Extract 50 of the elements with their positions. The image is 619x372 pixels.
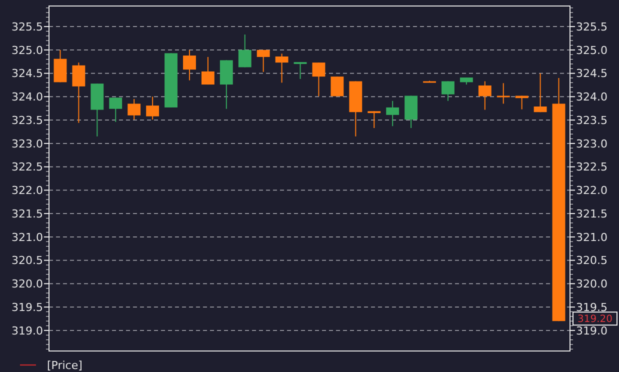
y2-tick-label: 320.5: [576, 254, 608, 268]
y2-tick-label: 320.0: [576, 278, 608, 291]
y2-tick-label: 321.0: [576, 230, 608, 244]
candlestick: [128, 98, 141, 120]
y-tick-label: 325.5: [12, 20, 43, 34]
y-tick-label: 319.5: [12, 300, 43, 314]
y2-tick-label: 322.5: [576, 160, 608, 174]
candlestick: [312, 62, 326, 97]
y-tick-label: 325.0: [12, 44, 43, 57]
candlestick: [238, 34, 252, 68]
y-tick-label: 320.5: [12, 254, 43, 268]
candlestick: [256, 49, 270, 72]
y2-tick-label: 325.0: [576, 44, 608, 57]
candlestick: [404, 95, 418, 129]
text: 319.20: [578, 314, 612, 326]
y-tick-label: 324.5: [12, 67, 43, 80]
y-tick-label: 322.5: [12, 160, 43, 174]
candlestick: [54, 49, 67, 83]
y2-tick-label: 323.5: [576, 114, 608, 127]
y-tick-label: 319.0: [12, 324, 43, 338]
candlestick: [386, 100, 400, 127]
y-tick-label: 323.5: [12, 114, 43, 127]
y2-tick-label: 322.0: [576, 184, 608, 198]
candlestick: [109, 97, 122, 122]
candlestick: [275, 53, 288, 84]
y-tick-label: 322.0: [12, 184, 43, 198]
y-tick-label: 321.0: [12, 230, 43, 244]
candlestick: [201, 56, 214, 86]
text: [Price]: [47, 358, 82, 372]
candlestick: [534, 72, 547, 113]
y2-tick-label: 324.5: [576, 67, 608, 80]
y2-tick-label: 319.0: [576, 324, 608, 338]
candlestick: [72, 62, 86, 124]
y2-tick-label: 319.5: [576, 300, 608, 314]
y2-tick-label: 321.5: [576, 207, 608, 220]
candlestick: [478, 80, 492, 110]
candlestick: [183, 49, 196, 81]
y-tick-label: 321.5: [12, 207, 43, 220]
y-tick-label: 320.0: [12, 278, 43, 291]
y-tick-label: 323.0: [12, 137, 43, 150]
candlestick: [442, 80, 454, 102]
y2-tick-label: 324.0: [576, 90, 608, 104]
candlestick: [330, 76, 344, 97]
candlestick: [294, 62, 307, 80]
y-tick-label: 324.0: [12, 90, 43, 104]
candlestick: [496, 82, 510, 104]
y2-tick-label: 325.5: [576, 20, 608, 34]
y2-tick-label: 323.0: [576, 137, 608, 150]
candlestick: [146, 96, 160, 120]
candlestick: [368, 110, 381, 129]
